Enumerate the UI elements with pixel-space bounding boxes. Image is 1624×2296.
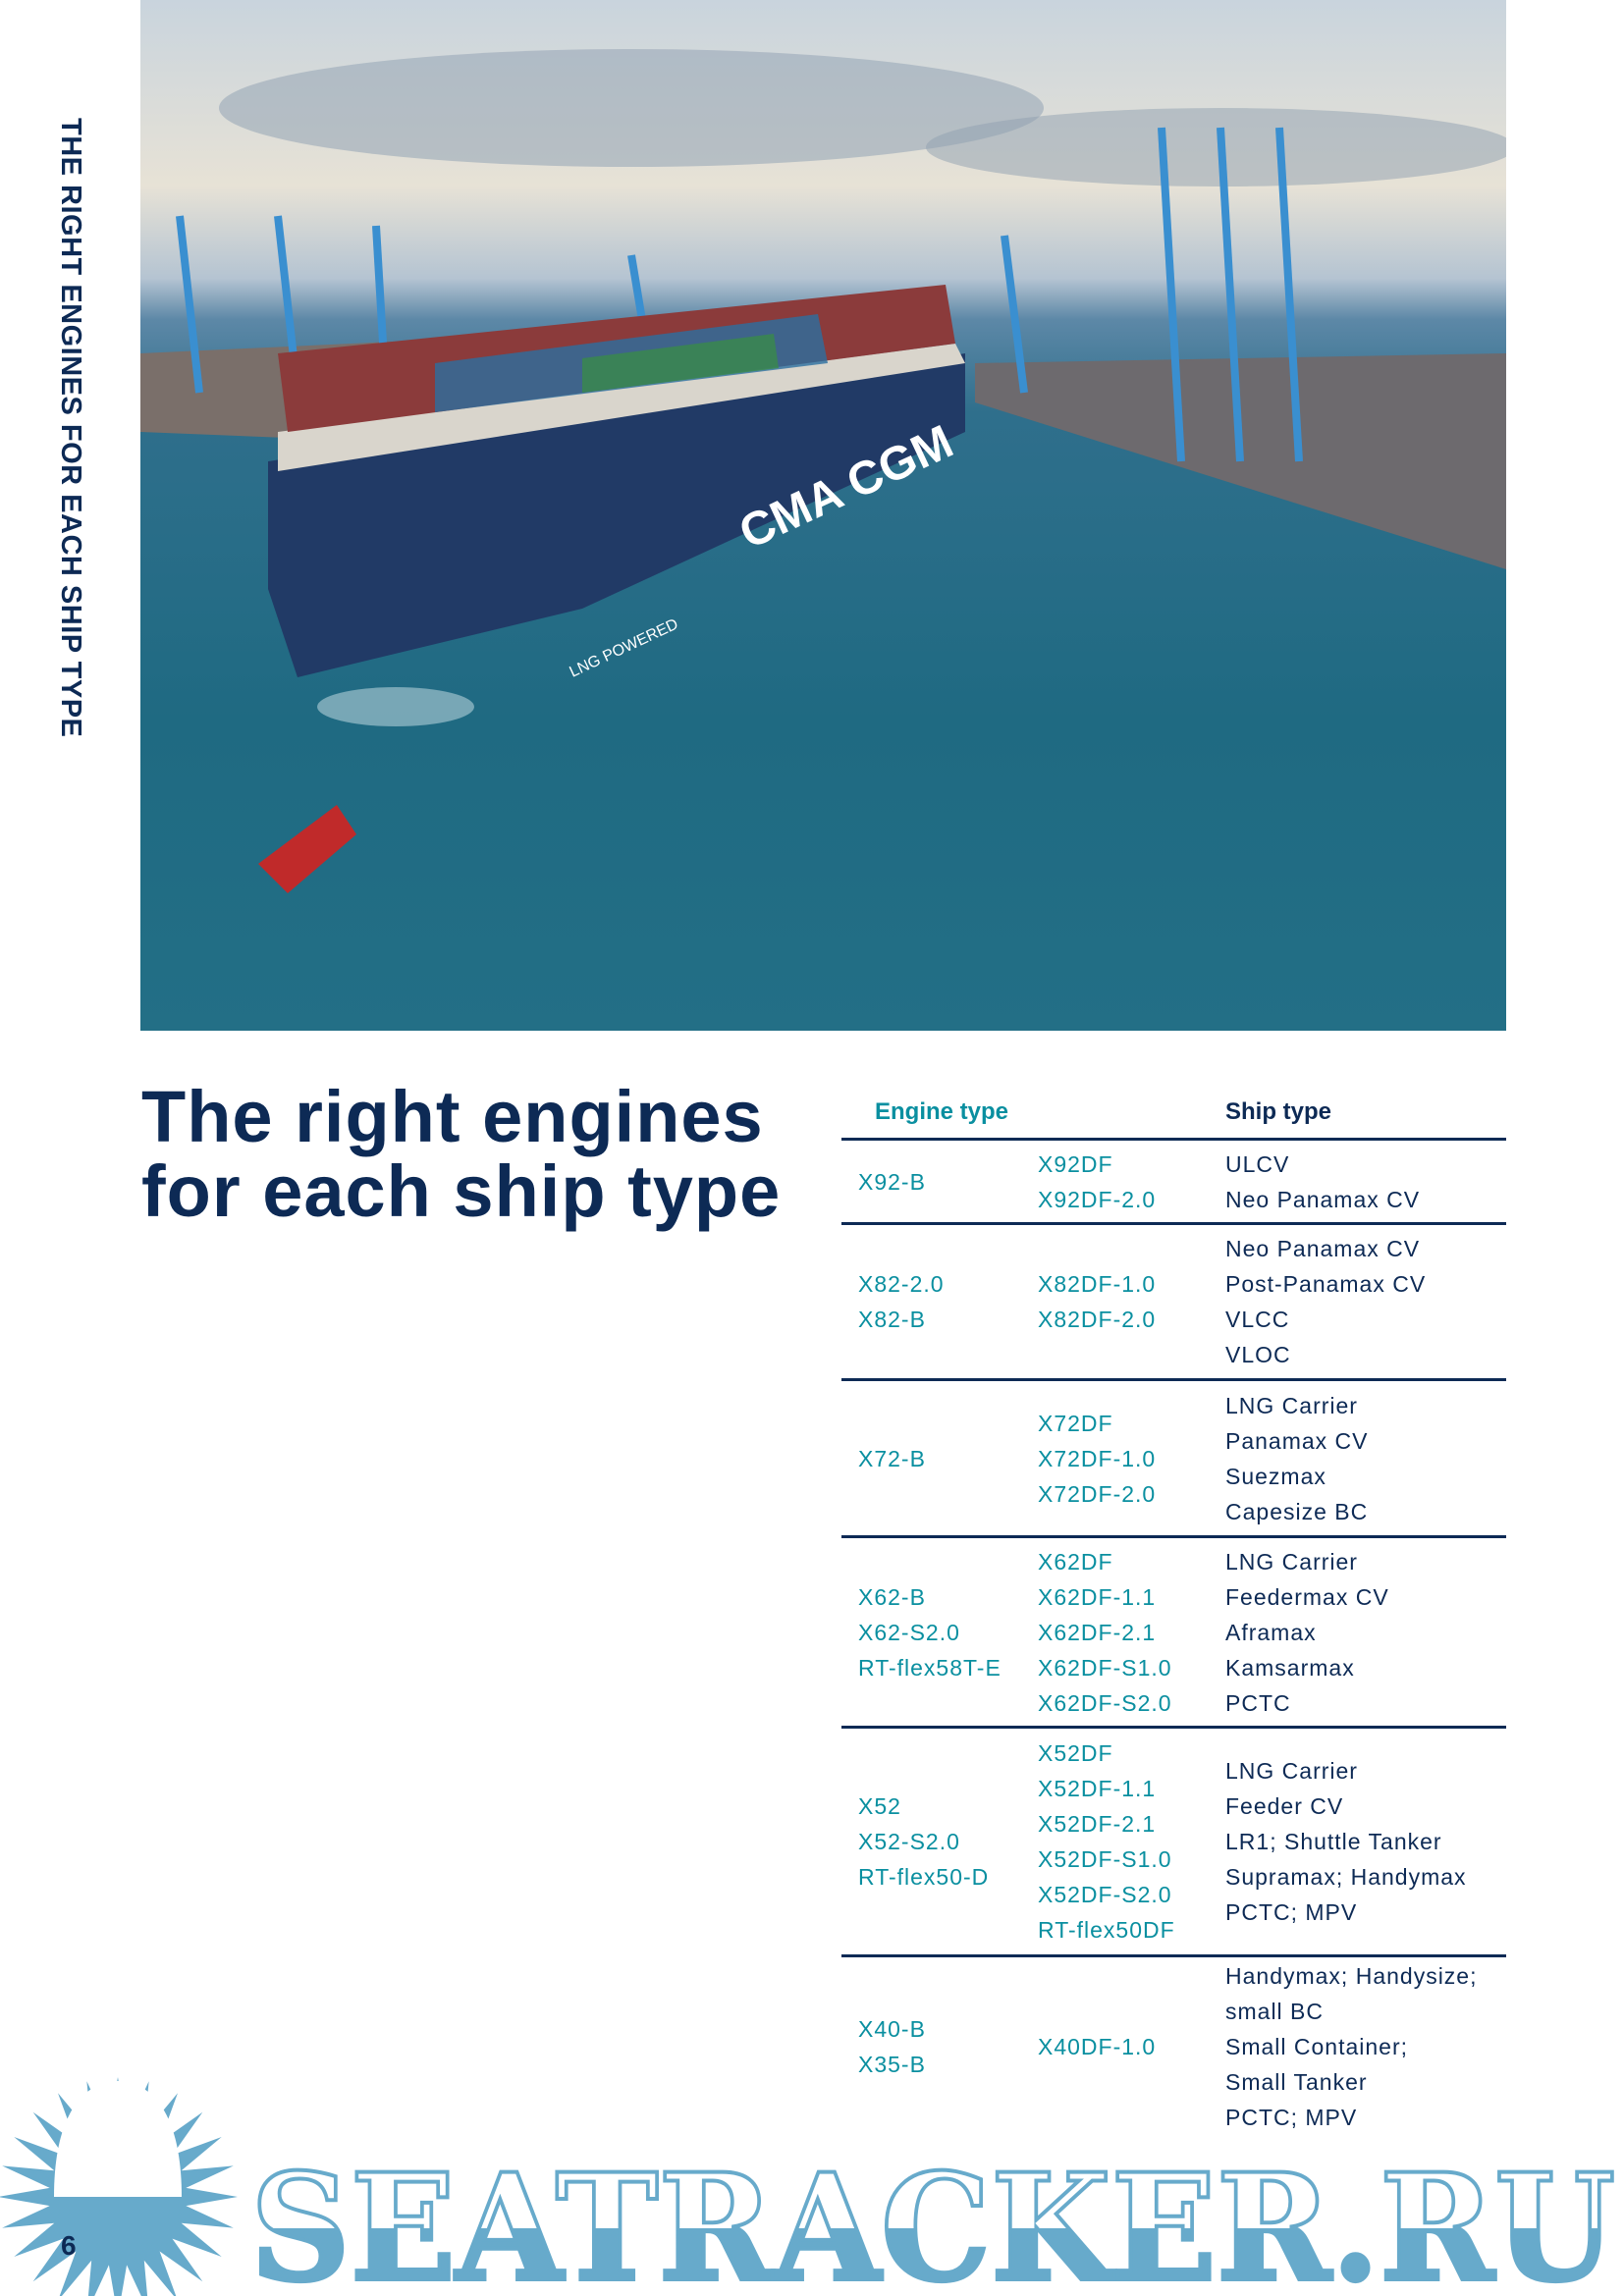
cell-line: Neo Panamax CV xyxy=(1225,1236,1421,1261)
cell-line: Handymax; Handysize; xyxy=(1225,1963,1478,1989)
cell-line: X62-B xyxy=(858,1583,926,1610)
cell-line: Panamax CV xyxy=(1225,1427,1369,1454)
table-body: X92-B X92DF X92DF-2.0 ULCV Neo Panamax CV X82… xyxy=(841,1141,1506,2136)
cell-line: Neo Panamax CV xyxy=(1225,1186,1421,1212)
ship-type-cell: LNG Carrier Panamax CV Suezmax Capesize BC xyxy=(1225,1381,1506,1535)
cell-line: X62DF-1.1 xyxy=(1038,1583,1157,1610)
cell-line: Feeder CV xyxy=(1225,1793,1344,1819)
cell-line: Small Container; xyxy=(1225,2034,1409,2059)
engine-cell: X52 X52-S2.0 RT-flex50-D xyxy=(841,1729,1038,1954)
cell-line: X72DF-1.0 xyxy=(1038,1445,1157,1471)
cell-line: X62DF-S2.0 xyxy=(1038,1689,1172,1716)
cell-line: X62DF-2.1 xyxy=(1038,1619,1157,1645)
engine-cell: X92-B xyxy=(841,1141,1038,1222)
seatracker-watermark: SEATRACKER.RU xyxy=(0,2077,1617,2296)
cell-line: X92DF-2.0 xyxy=(1038,1186,1157,1212)
cell-line: X92DF xyxy=(1038,1150,1113,1177)
ship-type-cell: Handymax; Handysize; small BC Small Contai… xyxy=(1225,1957,1506,2136)
engine-cell: X40-B X35-B xyxy=(841,1957,1038,2136)
dual-fuel-cell: X40DF-1.0 xyxy=(1038,1957,1225,2136)
cell-line: X40DF-1.0 xyxy=(1038,2034,1157,2059)
cell-line: PCTC xyxy=(1225,1689,1291,1716)
cell-line: small BC xyxy=(1225,1999,1325,2024)
cell-line: ULCV xyxy=(1225,1150,1290,1177)
cell-line: LNG Carrier xyxy=(1225,1758,1358,1784)
cell-line: Suezmax xyxy=(1225,1463,1326,1489)
cell-line: X52-S2.0 xyxy=(858,1829,960,1854)
cell-line: X82DF-1.0 xyxy=(1038,1271,1157,1297)
cell-line: LNG Carrier xyxy=(1225,1392,1358,1418)
dual-fuel-cell: X52DF X52DF-1.1 X52DF-2.1 X52DF-S1.0 X52DF-S… xyxy=(1038,1729,1225,1954)
engine-ship-table: Engine type Ship type X92-B X92DF X92DF-2.… xyxy=(841,1095,1506,2136)
cell-line: X52DF xyxy=(1038,1740,1113,1766)
cell-line: Feedermax CV xyxy=(1225,1583,1389,1610)
watermark-text: SEATRACKER.RU xyxy=(250,2142,1615,2296)
cell-line: X72DF xyxy=(1038,1410,1113,1436)
cell-line: X72-B xyxy=(858,1445,926,1471)
cell-line: X82-2.0 xyxy=(858,1271,945,1297)
cell-line: X52DF-S1.0 xyxy=(1038,1846,1172,1872)
lng-powered-text: LNG POWERED xyxy=(568,615,681,680)
ship-type-cell: ULCV Neo Panamax CV xyxy=(1225,1141,1506,1222)
cell-line: PCTC; MPV xyxy=(1225,1899,1358,1925)
cell-line: VLOC xyxy=(1225,1342,1291,1367)
page-number: 6 xyxy=(61,2230,77,2261)
cell-line: RT-flex50-D xyxy=(858,1864,990,1890)
cell-line: RT-flex50DF xyxy=(1038,1917,1175,1943)
cell-line: Kamsarmax xyxy=(1225,1654,1355,1681)
table-row: X62-B X62-S2.0 RT-flex58T-E X62DF X62DF-1.1 X… xyxy=(841,1538,1506,1729)
dual-fuel-cell: X62DF X62DF-1.1 X62DF-2.1 X62DF-S1.0 X62DF-S… xyxy=(1038,1538,1225,1726)
table-row: X92-B X92DF X92DF-2.0 ULCV Neo Panamax CV xyxy=(841,1141,1506,1225)
header-ship-type: Ship type xyxy=(1225,1098,1332,1125)
cell-line: X92-B xyxy=(858,1168,926,1195)
table-row: X72-B X72DF X72DF-1.0 X72DF-2.0 LNG Carrier P… xyxy=(841,1381,1506,1538)
dual-fuel-cell: X72DF X72DF-1.0 X72DF-2.0 xyxy=(1038,1381,1225,1535)
ship-type-cell: LNG Carrier Feedermax CV Aframax Kamsarmax P… xyxy=(1225,1538,1506,1726)
cell-line: VLCC xyxy=(1225,1307,1290,1332)
ship-type-cell: Neo Panamax CV Post-Panamax CV VLCC VLOC xyxy=(1225,1225,1506,1378)
cell-line: X35-B xyxy=(858,2052,926,2077)
cell-line: Small Tanker xyxy=(1225,2069,1368,2095)
cell-line: Aframax xyxy=(1225,1619,1317,1645)
cell-line: X40-B xyxy=(858,2016,926,2042)
header-engine-type: Engine type xyxy=(875,1098,1009,1125)
page-title: The right engines for each ship type xyxy=(141,1076,782,1232)
cell-line: Post-Panamax CV xyxy=(1225,1271,1427,1297)
engine-cell: X72-B xyxy=(841,1381,1038,1535)
table-row: X40-B X35-B X40DF-1.0 Handymax; Handysize; s… xyxy=(841,1957,1506,2136)
cell-line: RT-flex58T-E xyxy=(858,1654,1001,1681)
cell-line: Supramax; Handymax xyxy=(1225,1864,1467,1890)
cell-line: X82DF-2.0 xyxy=(1038,1307,1157,1332)
cell-line: X62DF-S1.0 xyxy=(1038,1654,1172,1681)
engine-cell: X62-B X62-S2.0 RT-flex58T-E xyxy=(841,1538,1038,1726)
photo-illustration: CMA CGM LNG POWERED xyxy=(140,49,1506,893)
cell-line: Capesize BC xyxy=(1225,1498,1369,1524)
cell-line: X52DF-2.1 xyxy=(1038,1811,1157,1837)
cell-line: X72DF-2.0 xyxy=(1038,1480,1157,1507)
side-heading: THE RIGHT ENGINES FOR EACH SHIP TYPE xyxy=(55,118,86,738)
dual-fuel-cell: X92DF X92DF-2.0 xyxy=(1038,1141,1225,1222)
cell-line: X52 xyxy=(858,1793,901,1819)
cell-line: X82-B xyxy=(858,1307,926,1332)
table-header: Engine type Ship type xyxy=(841,1095,1506,1141)
engine-cell: X82-2.0 X82-B xyxy=(841,1225,1038,1378)
tugboat xyxy=(258,805,356,893)
cell-line: X62DF xyxy=(1038,1548,1113,1575)
containers xyxy=(278,285,955,432)
cell-line: LNG Carrier xyxy=(1225,1548,1358,1575)
cell-line: X52DF-1.1 xyxy=(1038,1776,1157,1801)
cell-line: X62-S2.0 xyxy=(858,1619,960,1645)
table-row: X82-2.0 X82-B X82DF-1.0 X82DF-2.0 Neo Panama… xyxy=(841,1225,1506,1381)
sun-logo-icon xyxy=(0,2077,238,2296)
ship-type-cell: LNG Carrier Feeder CV LR1; Shuttle Tanker S… xyxy=(1225,1729,1506,1954)
dual-fuel-cell: X82DF-1.0 X82DF-2.0 xyxy=(1038,1225,1225,1378)
table-row: X52 X52-S2.0 RT-flex50-D X52DF X52DF-1.1 X52D… xyxy=(841,1729,1506,1957)
container-ship-photo: CMA CGM LNG POWERED xyxy=(140,0,1506,1031)
cell-line: X52DF-S2.0 xyxy=(1038,1882,1172,1907)
cell-line: LR1; Shuttle Tanker xyxy=(1225,1829,1442,1854)
cell-line: PCTC; MPV xyxy=(1225,2105,1358,2130)
